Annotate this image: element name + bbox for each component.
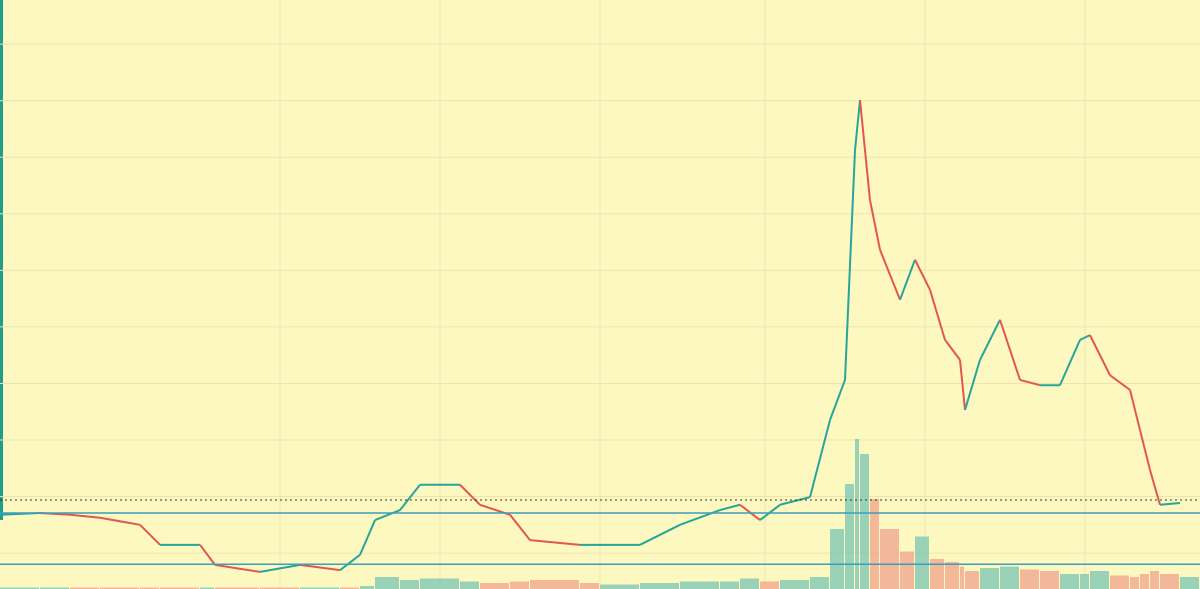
price-segment: [929, 289, 946, 341]
price-segment: [459, 484, 481, 506]
price-segment: [199, 544, 216, 566]
price-segment: [99, 516, 141, 526]
volume-bar: [1140, 574, 1149, 589]
price-segment: [879, 249, 901, 301]
volume-bar: [870, 499, 879, 589]
price-segment: [829, 379, 846, 421]
price-segment: [299, 563, 341, 572]
price-segment: [959, 359, 966, 411]
volume-bar: [680, 581, 719, 589]
price-segment: [639, 523, 681, 546]
volume-bar: [930, 559, 944, 589]
volume-bar: [900, 551, 914, 589]
price-segment: [1089, 334, 1111, 376]
price-segment: [509, 514, 531, 541]
price-segment: [809, 419, 831, 498]
volume-bar: [200, 587, 214, 589]
price-segment: [899, 259, 916, 301]
volume-bar: [140, 587, 159, 589]
volume-bar: [160, 587, 199, 589]
price-segment: [1159, 502, 1181, 506]
volume-bar: [340, 587, 359, 589]
volume-bar: [830, 529, 844, 589]
volume-bar: [740, 578, 759, 589]
price-segment: [339, 554, 361, 571]
price-segment: [374, 509, 401, 522]
volume-bar: [1060, 574, 1079, 589]
volume-bar: [360, 586, 374, 589]
volume-bar: [1160, 574, 1179, 589]
volume-bar: [260, 587, 299, 589]
volume-bar: [530, 580, 579, 589]
volume-bar: [510, 581, 529, 589]
volume-bar: [1110, 575, 1129, 589]
volume-bar: [720, 581, 739, 589]
price-segment: [914, 259, 931, 291]
price-segment: [359, 519, 376, 556]
price-segment: [1079, 334, 1091, 341]
price-segment: [529, 539, 581, 546]
volume-bar: [1180, 577, 1199, 589]
volume-bar: [1130, 577, 1139, 589]
volume-bar: [1150, 571, 1159, 589]
volume-bar: [480, 583, 509, 589]
volume-bar: [1020, 569, 1039, 589]
price-segment: [844, 150, 856, 380]
price-segment: [214, 563, 261, 573]
price-segment: [964, 359, 981, 411]
volume-bar: [965, 571, 979, 589]
price-segment: [1129, 389, 1141, 431]
price-segment: [1059, 339, 1081, 386]
price-segment: [1019, 378, 1041, 387]
volume-bar: [915, 536, 929, 589]
volume-bar: [70, 587, 99, 589]
volume-bar: [580, 583, 599, 589]
price-segment: [944, 339, 961, 361]
price-segment: [1149, 469, 1161, 506]
price-segment: [779, 496, 811, 506]
volume-bar: [600, 584, 639, 589]
price-segment: [719, 503, 741, 512]
volume-bar: [945, 562, 959, 589]
price-segment: [1109, 374, 1131, 391]
price-segment: [69, 513, 101, 519]
volume-bar: [40, 587, 69, 589]
volume-bar: [880, 529, 899, 589]
left-edge: [0, 0, 3, 520]
volume-bar: [810, 577, 829, 589]
price-segment: [399, 484, 421, 511]
volume-bar: [420, 578, 459, 589]
price-segment: [869, 200, 881, 250]
volume-bar: [100, 587, 139, 589]
volume-bar: [1090, 571, 1109, 589]
volume-bar: [855, 439, 859, 589]
volume-bar: [215, 587, 259, 589]
price-segment: [139, 524, 161, 546]
volume-bar: [400, 580, 419, 589]
price-segment: [859, 100, 871, 201]
price-segment: [979, 319, 1001, 361]
price-segment: [999, 319, 1021, 381]
volume-bar: [1040, 571, 1059, 589]
volume-bar: [960, 566, 964, 589]
volume-bar: [460, 581, 479, 589]
volume-bar: [845, 484, 854, 589]
price-segment: [854, 100, 861, 151]
volume-bar: [1000, 566, 1019, 589]
volume-bar: [375, 577, 399, 589]
price-segment: [1139, 429, 1151, 471]
volume-bar: [980, 568, 999, 589]
volume-bar: [300, 587, 339, 589]
volume-bar: [0, 587, 39, 589]
volume-bar: [860, 454, 869, 589]
price-segment: [259, 563, 301, 573]
volume-bar: [1080, 574, 1089, 589]
volume-bar: [760, 581, 779, 589]
volume-bar: [780, 580, 809, 589]
volume-bar: [640, 583, 679, 589]
